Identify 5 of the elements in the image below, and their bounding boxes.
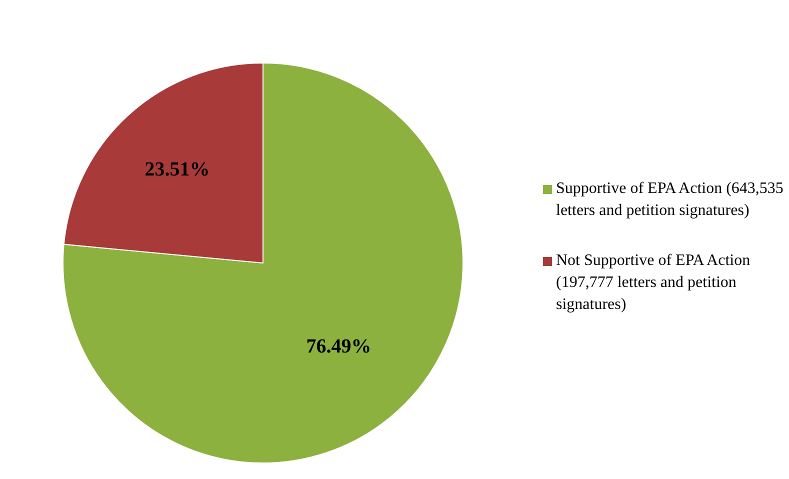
data-label: 23.51% xyxy=(144,158,210,180)
data-label: 76.49% xyxy=(306,336,372,358)
legend-label: Not Supportive of EPA Action (197,777 letters and petition signatures) xyxy=(556,251,752,315)
pie-slice xyxy=(62,62,464,464)
legend-label: Supportive of EPA Action (643,535 letters and petition signatures) xyxy=(556,179,784,221)
